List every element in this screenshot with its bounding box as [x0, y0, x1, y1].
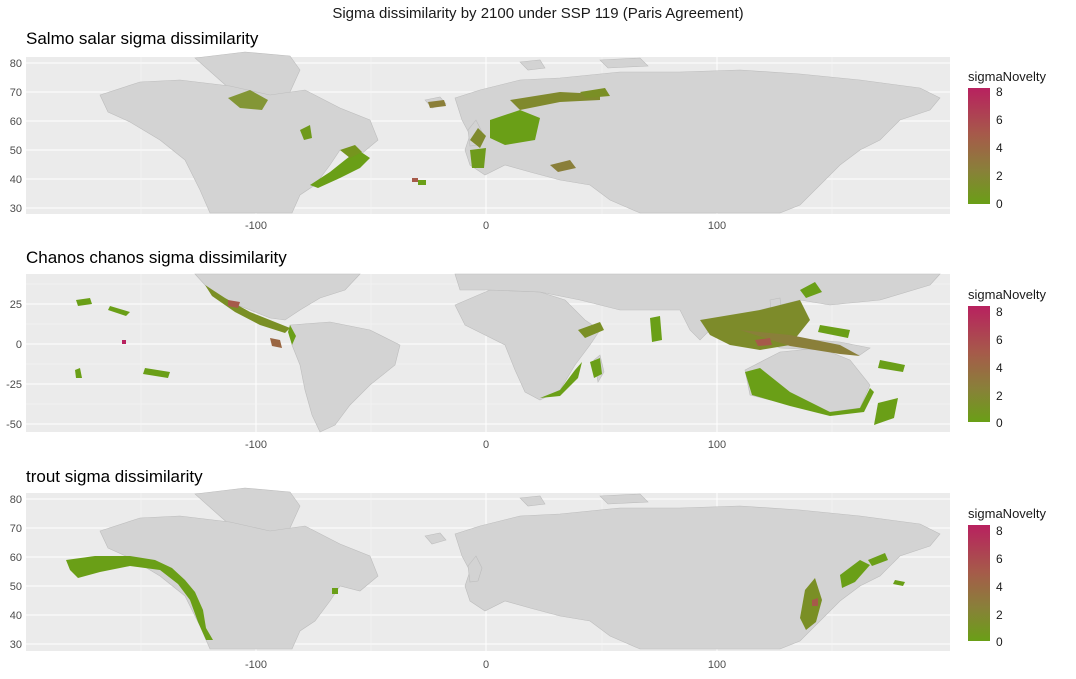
- y-tick: 80: [10, 58, 22, 70]
- y-tick: -25: [6, 379, 22, 391]
- legend-tick: 0: [996, 635, 1003, 649]
- y-tick: 40: [10, 174, 22, 186]
- novelty-cells: [228, 88, 610, 188]
- y-tick: 50: [10, 581, 22, 593]
- y-tick: 80: [10, 494, 22, 506]
- colorbar-chanos-chanos: [968, 306, 990, 422]
- map-panel-trout: 80 70 60 50 40 30 -100 0 100: [10, 487, 950, 671]
- x-tick: 0: [483, 659, 489, 671]
- x-tick: 100: [708, 659, 726, 671]
- y-tick: 70: [10, 523, 22, 535]
- y-tick: 30: [10, 639, 22, 651]
- legend-tick: 4: [996, 141, 1003, 155]
- legend-title-chanos-chanos: sigmaNovelty: [968, 287, 1047, 302]
- x-tick: 100: [708, 220, 726, 232]
- y-tick: 60: [10, 552, 22, 564]
- y-tick: 0: [16, 339, 22, 351]
- map-panel-salmo-salar: 80 70 60 50 40 30 -100 0 100: [10, 51, 950, 232]
- figure-title: Sigma dissimilarity by 2100 under SSP 11…: [332, 5, 744, 22]
- panel-title-chanos-chanos: Chanos chanos sigma dissimilarity: [26, 248, 287, 267]
- legend-tick: 6: [996, 552, 1003, 566]
- legend-title-trout: sigmaNovelty: [968, 506, 1047, 521]
- legend-tick: 2: [996, 389, 1003, 403]
- y-tick: 25: [10, 299, 22, 311]
- legend-tick: 0: [996, 197, 1003, 211]
- colorbar-trout: [968, 525, 990, 641]
- x-tick: 100: [708, 439, 726, 451]
- legend-tick: 4: [996, 361, 1003, 375]
- legend-tick: 8: [996, 524, 1003, 538]
- x-tick: 0: [483, 220, 489, 232]
- legend-tick: 8: [996, 85, 1003, 99]
- legend-title-salmo-salar: sigmaNovelty: [968, 69, 1047, 84]
- x-tick: -100: [245, 220, 267, 232]
- legend-tick: 8: [996, 305, 1003, 319]
- colorbar-salmo-salar: [968, 88, 990, 204]
- y-tick: 60: [10, 116, 22, 128]
- panel-title-salmo-salar: Salmo salar sigma dissimilarity: [26, 29, 259, 48]
- legend-tick: 0: [996, 416, 1003, 430]
- legend-tick: 2: [996, 169, 1003, 183]
- legend-tick: 6: [996, 113, 1003, 127]
- panel-title-trout: trout sigma dissimilarity: [26, 467, 203, 486]
- novelty-cells: [75, 282, 905, 425]
- y-tick: 70: [10, 87, 22, 99]
- y-tick: -50: [6, 419, 22, 431]
- x-tick: -100: [245, 659, 267, 671]
- legend-tick: 6: [996, 333, 1003, 347]
- map-panel-chanos-chanos: 25 0 -25 -50 -100 0 100: [6, 273, 950, 451]
- y-tick: 40: [10, 610, 22, 622]
- novelty-cells: [66, 553, 905, 640]
- legend-tick: 2: [996, 608, 1003, 622]
- x-tick: -100: [245, 439, 267, 451]
- y-tick: 50: [10, 145, 22, 157]
- x-tick: 0: [483, 439, 489, 451]
- y-tick: 30: [10, 203, 22, 215]
- legend-tick: 4: [996, 580, 1003, 594]
